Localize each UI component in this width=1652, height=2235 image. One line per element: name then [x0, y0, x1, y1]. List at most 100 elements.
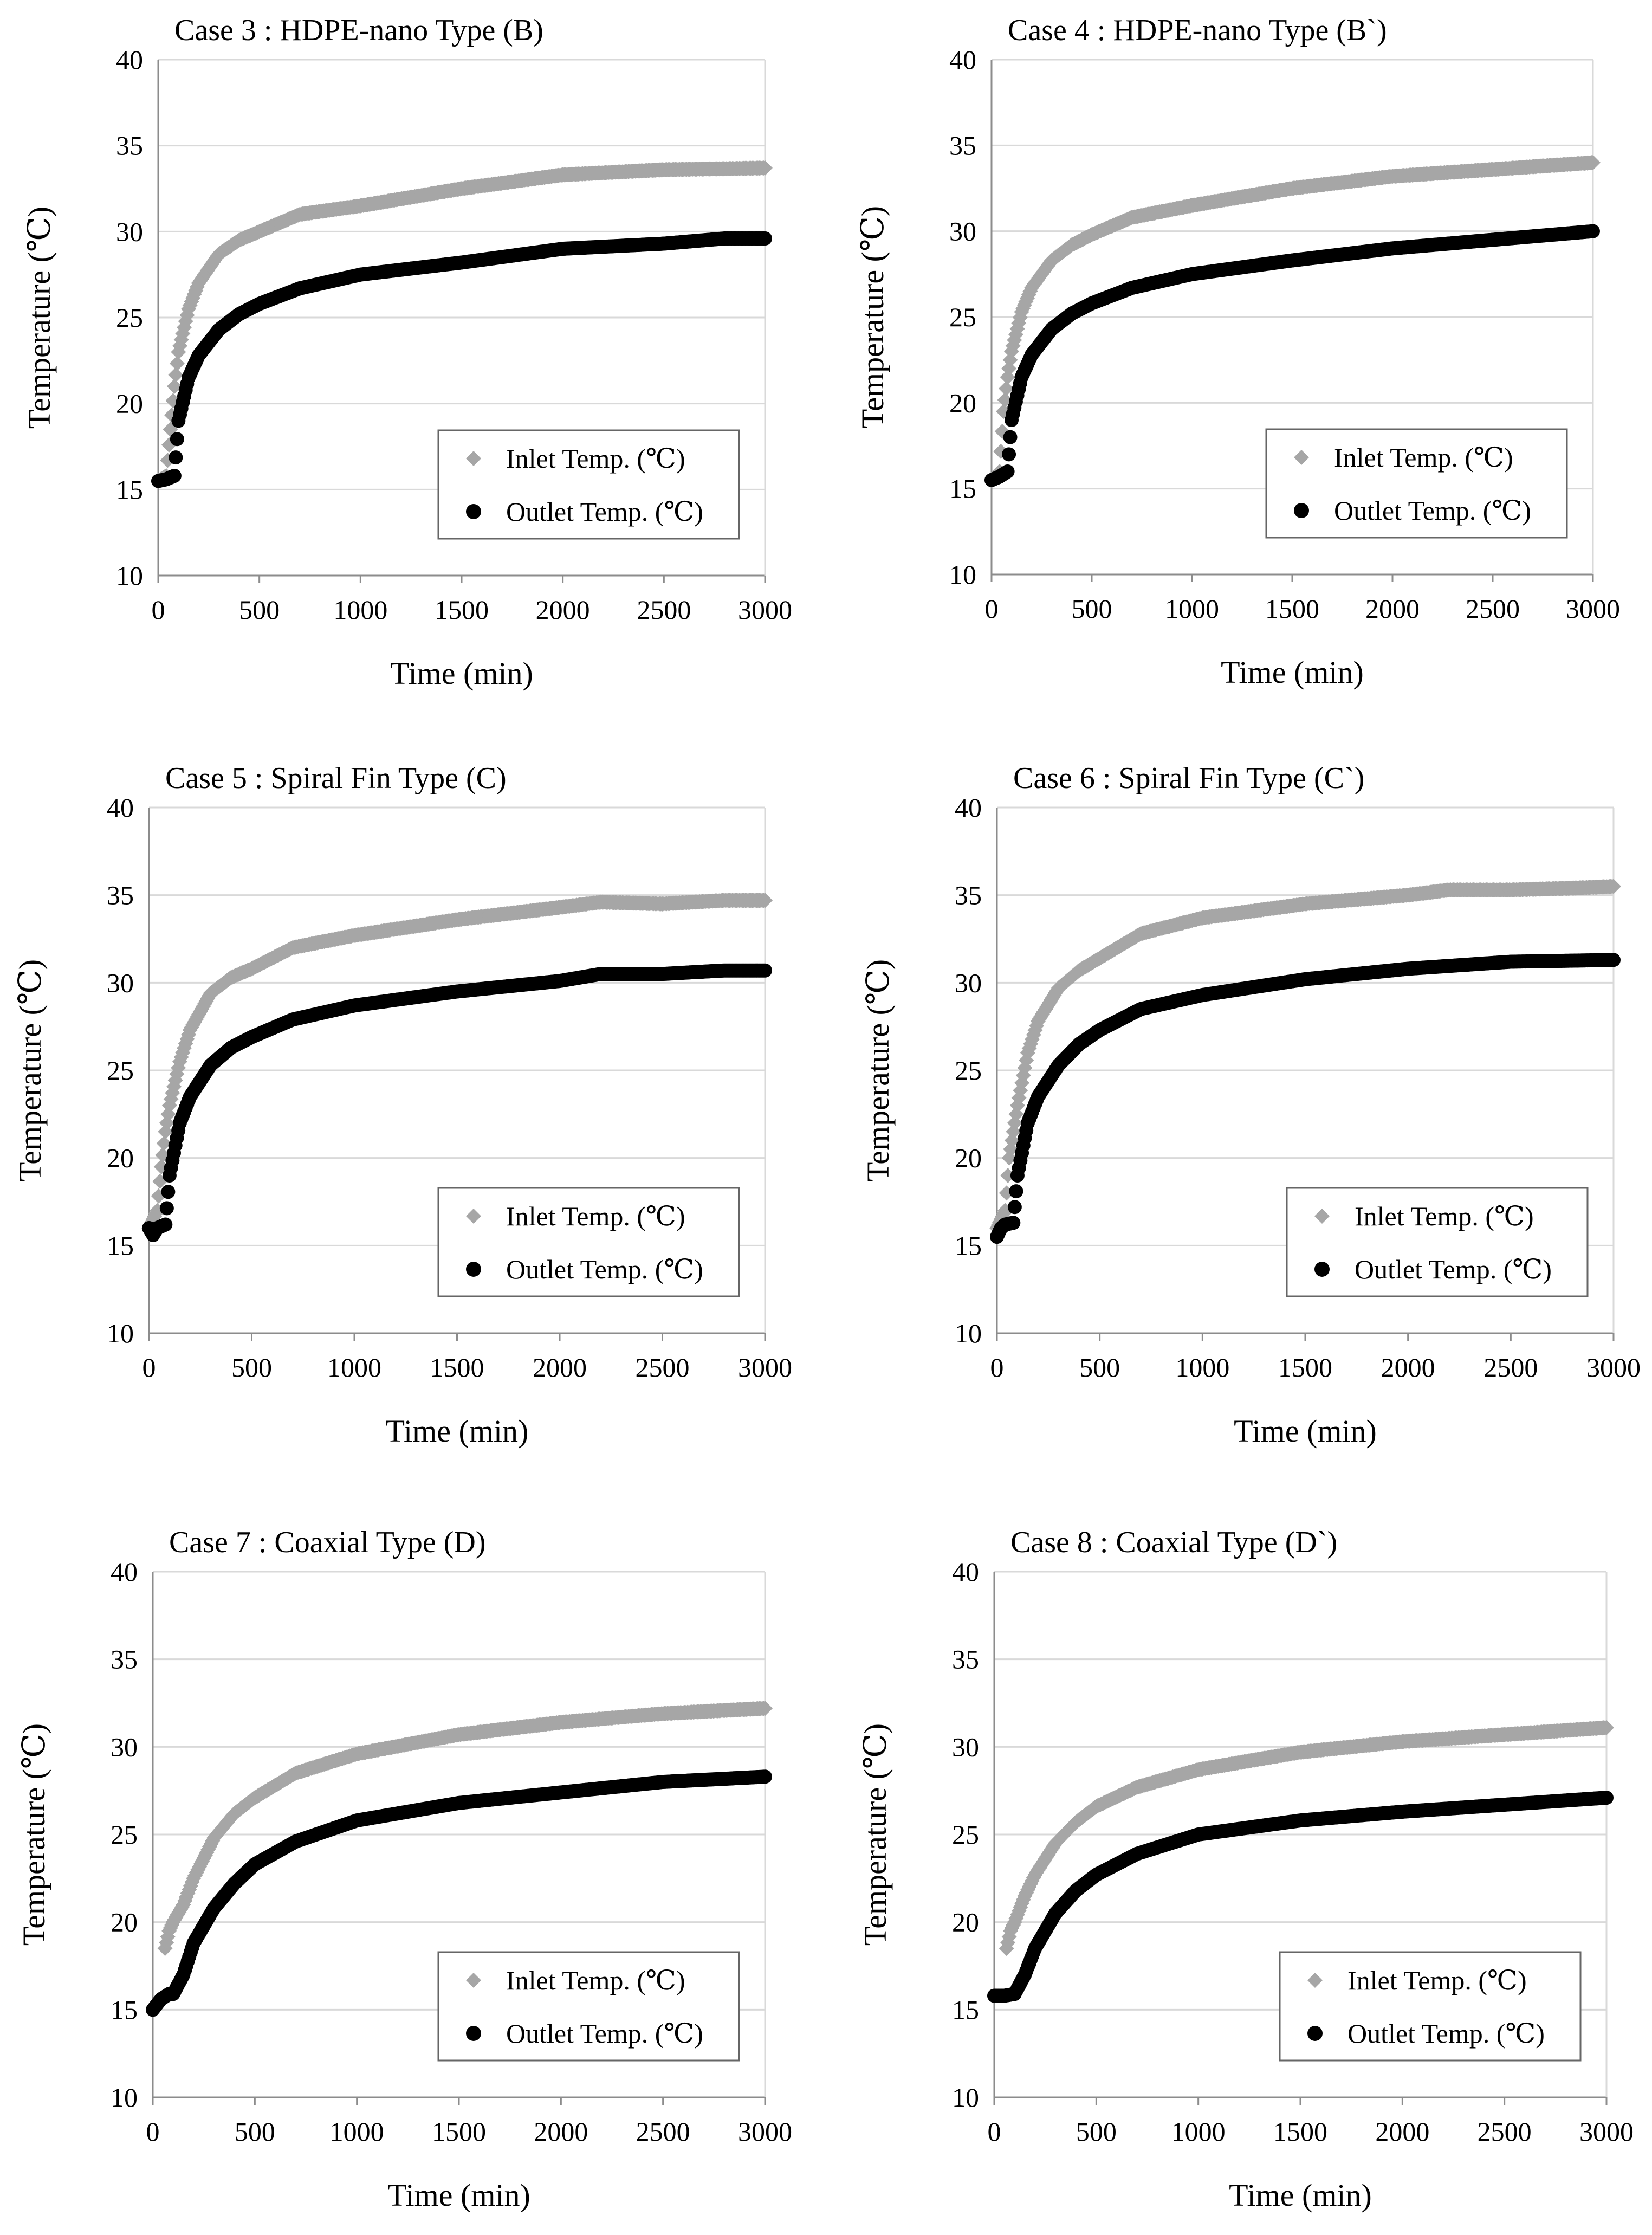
legend-box: [1265, 428, 1568, 539]
chart-title: Case 5 : Spiral Fin Type (C): [165, 761, 507, 795]
x-tick-label: 2000: [533, 1352, 587, 1383]
y-tick-label: 25: [952, 1819, 979, 1850]
x-tick-label: 0: [985, 593, 999, 624]
outlet-data-point: [161, 1185, 176, 1199]
y-tick-label: 30: [116, 216, 143, 247]
legend-diamond-marker: [1294, 450, 1309, 465]
legend-diamond-marker: [466, 451, 481, 466]
x-tick-label: 1000: [330, 2116, 384, 2147]
legend-box: [437, 429, 740, 540]
outlet-data-point: [1006, 1216, 1021, 1230]
y-tick-label: 20: [111, 1907, 138, 1937]
x-tick-label: 500: [1076, 2116, 1117, 2147]
y-tick-label: 10: [107, 1318, 134, 1348]
y-tick-label: 10: [955, 1318, 982, 1348]
inlet-series: [157, 1701, 773, 1956]
inlet-data-point: [156, 1135, 172, 1151]
legend-label: Outlet Temp. (℃): [506, 1254, 703, 1284]
x-tick-label: 2000: [536, 595, 590, 625]
x-axis-label: Time (min): [390, 656, 533, 691]
y-tick-label: 40: [949, 44, 976, 75]
legend-label: Inlet Temp. (℃): [1355, 1201, 1534, 1231]
y-tick-label: 35: [111, 1644, 138, 1675]
legend-circle-marker: [466, 504, 481, 519]
outlet-data-point: [170, 432, 184, 447]
y-tick-label: 25: [955, 1055, 982, 1086]
y-axis-label: Temperature (℃): [22, 206, 57, 429]
y-tick-label: 15: [116, 474, 143, 505]
y-tick-label: 35: [107, 880, 134, 910]
outlet-data-point: [1003, 430, 1018, 444]
x-tick-label: 1500: [1273, 2116, 1327, 2147]
y-tick-label: 40: [107, 792, 134, 823]
x-tick-label: 0: [142, 1352, 156, 1383]
y-tick-label: 15: [952, 1994, 979, 2025]
x-tick-label: 500: [235, 2116, 275, 2147]
inlet-data-point: [999, 380, 1014, 396]
x-tick-label: 1500: [430, 1352, 484, 1383]
x-tick-label: 2500: [1466, 593, 1520, 624]
x-tick-label: 500: [1079, 1352, 1120, 1383]
legend: Inlet Temp. (℃)Outlet Temp. (℃): [437, 1187, 740, 1297]
y-tick-label: 25: [949, 302, 976, 332]
x-tick-label: 2000: [1375, 2116, 1429, 2147]
x-tick-label: 1000: [1165, 593, 1219, 624]
legend-label: Inlet Temp. (℃): [506, 443, 685, 474]
y-tick-label: 15: [107, 1230, 134, 1261]
x-tick-label: 2500: [636, 2116, 690, 2147]
y-tick-label: 40: [116, 44, 143, 75]
x-tick-label: 3000: [738, 2116, 792, 2147]
x-axis-label: Time (min): [387, 2178, 530, 2213]
legend-circle-marker: [466, 2026, 481, 2041]
x-tick-label: 1000: [327, 1352, 381, 1383]
outlet-data-point: [758, 231, 772, 246]
x-tick-label: 3000: [738, 1352, 792, 1383]
y-tick-label: 35: [949, 130, 976, 160]
outlet-series: [984, 224, 1600, 487]
inlet-data-point: [168, 367, 184, 383]
outlet-data-point: [758, 963, 772, 978]
y-tick-label: 20: [949, 387, 976, 418]
y-tick-label: 40: [111, 1556, 138, 1587]
chart-title: Case 4 : HDPE-nano Type (B`): [1008, 14, 1387, 47]
x-axis-label: Time (min): [1229, 2178, 1372, 2213]
inlet-series: [141, 893, 773, 1236]
y-tick-label: 15: [949, 474, 976, 504]
y-tick-label: 15: [111, 1994, 138, 2025]
x-tick-label: 1500: [435, 595, 489, 625]
y-tick-label: 35: [955, 880, 982, 910]
legend: Inlet Temp. (℃) Outlet Temp. (℃): [437, 429, 740, 540]
y-tick-label: 30: [955, 967, 982, 998]
x-tick-label: 2500: [1478, 2116, 1532, 2147]
x-tick-label: 500: [231, 1352, 272, 1383]
x-tick-label: 1000: [1171, 2116, 1226, 2147]
x-tick-label: 3000: [1586, 1352, 1641, 1383]
y-axis-label: Temperature (℃): [12, 959, 48, 1181]
inlet-data-point: [1585, 155, 1601, 170]
legend: Inlet Temp. (℃) Outlet Temp. (℃): [1286, 1187, 1589, 1297]
x-tick-label: 3000: [738, 595, 792, 625]
x-tick-label: 500: [239, 595, 280, 625]
outlet-data-point: [1586, 224, 1600, 238]
x-tick-label: 0: [990, 1352, 1004, 1383]
inlet-data-point: [169, 356, 185, 371]
x-tick-label: 3000: [1579, 2116, 1634, 2147]
y-tick-label: 35: [952, 1644, 979, 1675]
legend-label: Outlet Temp. (℃): [1355, 1254, 1552, 1284]
legend-label: Outlet Temp. (℃): [506, 496, 703, 527]
y-tick-label: 30: [952, 1732, 979, 1762]
outlet-data-point: [159, 1201, 174, 1216]
legend-label: Inlet Temp. (℃): [506, 1965, 685, 1995]
x-tick-label: 2000: [1381, 1352, 1435, 1383]
y-tick-label: 35: [116, 131, 143, 161]
x-tick-label: 1500: [1278, 1352, 1332, 1383]
outlet-data-point: [1009, 1184, 1023, 1199]
y-tick-label: 15: [955, 1230, 982, 1261]
